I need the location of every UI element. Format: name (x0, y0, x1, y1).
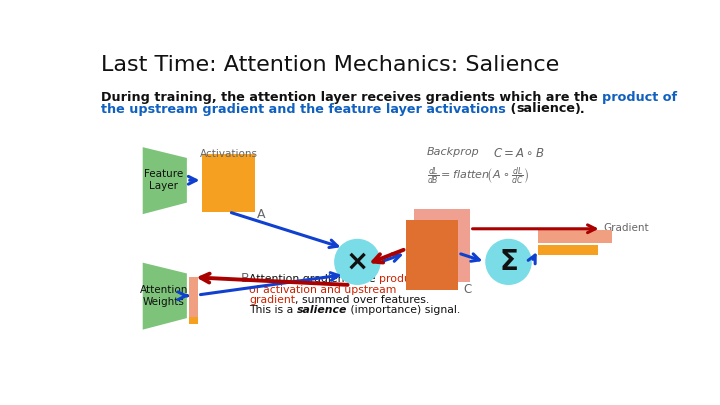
Text: Feature
Layer: Feature Layer (144, 169, 184, 191)
Text: Σ: Σ (499, 248, 518, 276)
Polygon shape (143, 147, 187, 214)
Text: products: products (379, 274, 427, 284)
Text: salience: salience (516, 102, 575, 115)
Polygon shape (143, 263, 187, 330)
Text: Gradient: Gradient (603, 224, 649, 233)
Text: salience: salience (297, 305, 347, 315)
Text: ).: ). (575, 102, 585, 115)
Bar (202, 154, 255, 212)
Text: , summed over features.: , summed over features. (295, 295, 429, 305)
Text: product of: product of (602, 91, 678, 104)
Text: Backprop: Backprop (427, 147, 480, 157)
Text: ×: × (346, 248, 369, 276)
Bar (538, 230, 611, 243)
Text: of activation and upstream: of activation and upstream (249, 285, 396, 294)
Text: During training, the attention layer receives gradients which are the: During training, the attention layer rec… (101, 91, 602, 104)
Text: gradient: gradient (249, 295, 295, 305)
Text: $C = A \circ B$: $C = A \circ B$ (493, 147, 545, 160)
Bar (189, 317, 198, 324)
Text: Attention
Weights: Attention Weights (140, 285, 188, 307)
Circle shape (334, 239, 381, 285)
Text: This is a: This is a (249, 305, 297, 315)
Bar (538, 245, 598, 255)
Bar (189, 277, 198, 318)
Text: A: A (258, 208, 266, 221)
Text: Attention gradients are: Attention gradients are (249, 274, 379, 284)
Text: (importance) signal.: (importance) signal. (347, 305, 460, 315)
Text: C: C (464, 284, 472, 296)
Text: Activations: Activations (199, 149, 258, 159)
Text: (: ( (505, 102, 516, 115)
Text: $\frac{dL}{dB} = flatten\!\left(A \circ \frac{dL}{dC}\right)$: $\frac{dL}{dB} = flatten\!\left(A \circ … (427, 166, 529, 187)
Bar (414, 209, 469, 282)
Circle shape (485, 239, 532, 285)
Text: B: B (240, 272, 249, 285)
Text: Last Time: Attention Mechanics: Salience: Last Time: Attention Mechanics: Salience (101, 55, 559, 75)
Bar (406, 220, 458, 290)
Text: the upstream gradient and the feature layer activations: the upstream gradient and the feature la… (101, 102, 505, 115)
